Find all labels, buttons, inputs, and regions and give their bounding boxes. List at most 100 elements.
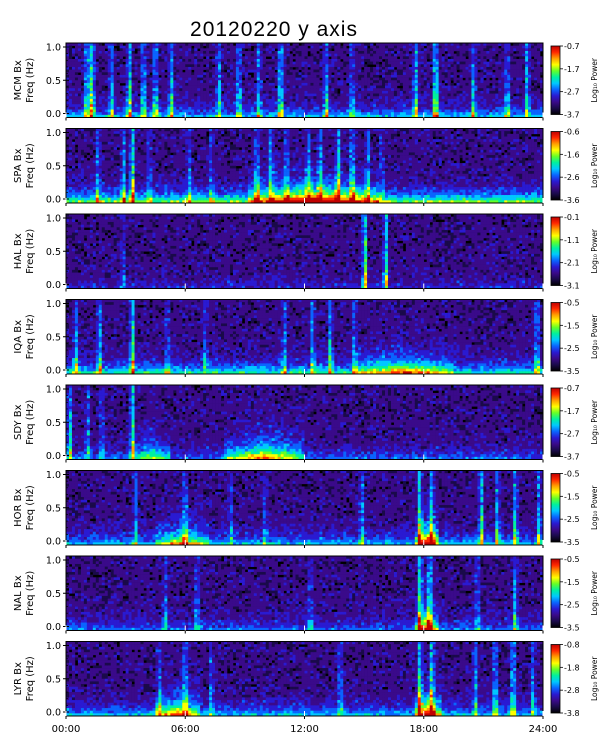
spectrogram-cell <box>77 101 82 105</box>
spectrogram-cell <box>474 43 478 46</box>
spectrogram-cell <box>373 56 377 60</box>
spectrogram-cell <box>370 88 374 92</box>
spectrogram-cell <box>80 93 85 97</box>
spectrogram-cell <box>271 101 275 105</box>
spectrogram-cell <box>417 114 422 118</box>
spectrogram-cell <box>283 69 287 73</box>
spectrogram-cell <box>161 58 165 62</box>
spectrogram-cell <box>325 69 329 73</box>
spectrogram-cell <box>355 64 359 68</box>
spectrogram-cell <box>104 176 109 180</box>
spectrogram-cell <box>325 85 329 89</box>
spectrogram-cell <box>331 56 335 60</box>
spectrogram-cell <box>286 66 290 70</box>
spectrogram-cell <box>382 48 386 52</box>
spectrogram-cell <box>271 104 275 108</box>
spectrogram-cell <box>101 133 106 137</box>
spectrogram-cell <box>215 90 219 94</box>
spectrogram-cell <box>203 48 207 52</box>
spectrogram-cell <box>337 85 341 89</box>
spectrogram-cell <box>209 88 213 92</box>
spectrogram-cell <box>265 104 270 108</box>
spectrogram-cell <box>107 69 112 73</box>
spectrogram-cell <box>540 114 544 118</box>
spectrogram-cell <box>319 106 323 110</box>
spectrogram-cell <box>110 149 114 153</box>
spectrogram-cell <box>71 106 76 110</box>
spectrogram-cell <box>203 80 207 84</box>
spectrogram-cell <box>221 77 225 81</box>
spectrogram-cell <box>370 90 374 94</box>
spectrogram-cell <box>477 112 481 116</box>
spectrogram-cell <box>224 88 228 92</box>
spectrogram-cell <box>110 61 114 65</box>
spectrogram-cell <box>218 43 222 46</box>
spectrogram-cell <box>176 80 180 84</box>
spectrogram-cell <box>68 80 73 84</box>
spectrogram-cell <box>179 114 183 118</box>
spectrogram-cell <box>355 61 359 65</box>
spectrogram-cell <box>370 53 374 57</box>
spectrogram-cell <box>486 90 490 94</box>
spectrogram-cell <box>322 58 326 62</box>
spectrogram-cell <box>173 56 177 60</box>
spectrogram-cell <box>337 112 341 116</box>
spectrogram-cell <box>480 64 484 68</box>
spectrogram-cell <box>176 114 180 118</box>
spectrogram-cell <box>89 77 94 81</box>
spectrogram-cell <box>164 66 168 70</box>
spectrogram-cell <box>101 136 106 140</box>
spectrogram-cell <box>411 82 416 86</box>
spectrogram-cell <box>89 82 94 86</box>
spectrogram-cell <box>349 74 353 78</box>
spectrogram-cell <box>358 90 362 94</box>
spectrogram-cell <box>250 98 255 102</box>
spectrogram-cell <box>185 74 189 78</box>
spectrogram-cell <box>280 85 284 89</box>
spectrogram-cell <box>355 88 359 92</box>
spectrogram-cell <box>495 56 499 60</box>
spectrogram-cell <box>453 109 457 113</box>
spectrogram-cell <box>417 43 422 46</box>
spectrogram-cell <box>483 43 487 46</box>
spectrogram-cell <box>286 64 290 68</box>
spectrogram-cell <box>104 109 109 113</box>
spectrogram-cell <box>405 101 410 105</box>
spectrogram-cell <box>456 58 460 62</box>
spectrogram-cell <box>373 72 377 76</box>
spectrogram-cell <box>104 104 109 108</box>
spectrogram-cell <box>480 45 484 49</box>
spectrogram-cell <box>534 74 538 78</box>
spectrogram-cell <box>131 56 135 60</box>
spectrogram-cell <box>92 96 97 100</box>
spectrogram-cell <box>525 64 529 68</box>
spectrogram-cell <box>259 48 264 52</box>
spectrogram-cell <box>200 98 204 102</box>
spectrogram-cell <box>66 80 70 84</box>
spectrogram-cell <box>92 114 97 118</box>
spectrogram-cell <box>128 80 132 84</box>
spectrogram-cell <box>92 45 97 49</box>
spectrogram-cell <box>107 80 112 84</box>
spectrogram-cell <box>477 74 481 78</box>
spectrogram-cell <box>405 45 410 49</box>
spectrogram-cell <box>376 45 380 49</box>
spectrogram-cell <box>438 109 442 113</box>
spectrogram-cell <box>379 45 383 49</box>
spectrogram-cell <box>283 93 287 97</box>
spectrogram-cell <box>414 48 419 52</box>
spectrogram-cell <box>206 43 210 46</box>
spectrogram-cell <box>474 74 478 78</box>
spectrogram-cell <box>116 58 120 62</box>
spectrogram-cell <box>453 69 457 73</box>
spectrogram-cell <box>113 152 117 156</box>
spectrogram-cell <box>128 98 132 102</box>
spectrogram-cell <box>92 48 97 52</box>
spectrogram-cell <box>98 149 103 153</box>
spectrogram-cell <box>390 43 395 46</box>
spectrogram-cell <box>510 56 514 60</box>
spectrogram-cell <box>480 66 484 70</box>
spectrogram-cell <box>188 61 192 65</box>
spectrogram-cell <box>465 50 469 54</box>
spectrogram-cell <box>277 58 281 62</box>
